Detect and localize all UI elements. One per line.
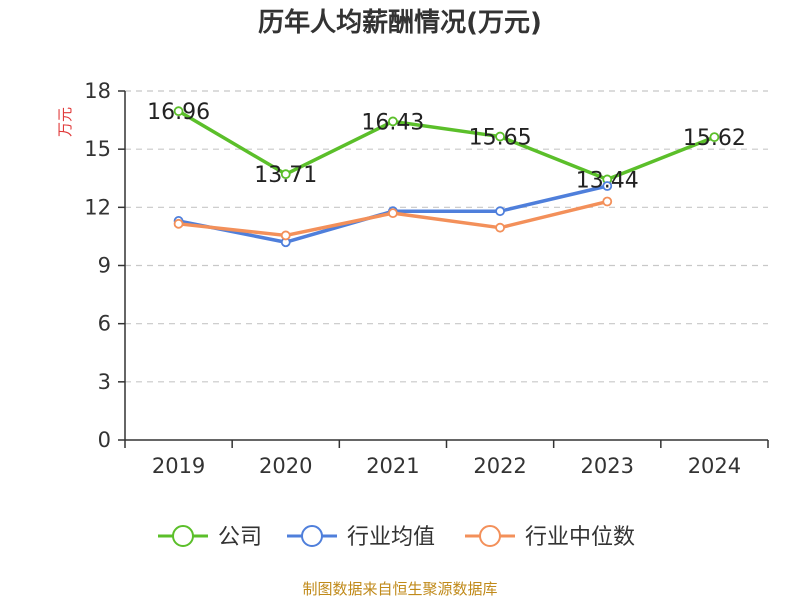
data-labels: 16.96 13.71 16.43 15.65 13.44 15.62	[147, 100, 746, 193]
data-point	[388, 116, 398, 127]
data-point	[495, 206, 505, 217]
data-point	[280, 230, 291, 241]
legend-label: 公司	[218, 525, 262, 550]
data-label: 13.71	[254, 163, 317, 188]
data-point	[388, 208, 398, 219]
data-point	[173, 218, 184, 229]
data-label: 15.65	[469, 126, 532, 151]
data-point	[709, 132, 720, 143]
y-tick-label: 12	[84, 195, 111, 219]
chart-title: 历年人均薪酬情况(万元)	[258, 7, 542, 38]
data-label: 16.96	[147, 100, 210, 125]
legend-marker	[301, 525, 323, 547]
y-tick-label: 18	[84, 79, 111, 103]
x-tick-label: 2019	[152, 454, 205, 478]
x-tick-label: 2021	[366, 454, 419, 478]
x-tick-label: 2020	[259, 454, 312, 478]
data-label: 13.44	[576, 168, 639, 193]
data-label: 15.62	[683, 126, 746, 151]
data-point	[495, 222, 505, 233]
legend-label: 行业中位数	[525, 525, 635, 550]
x-tick-label: 2022	[473, 454, 526, 478]
legend-label: 行业均值	[347, 525, 435, 550]
legend-item: 公司	[158, 525, 262, 550]
y-tick-label: 3	[98, 370, 111, 394]
legend-item: 行业中位数	[465, 525, 635, 550]
legend-marker	[172, 525, 194, 547]
legend: 公司 行业均值 行业中位数	[158, 525, 635, 550]
series	[173, 106, 720, 248]
data-point	[495, 131, 505, 142]
legend-marker	[479, 525, 501, 547]
source-note: 制图数据来自恒生聚源数据库	[302, 580, 497, 598]
y-tick-label: 15	[84, 137, 111, 161]
data-point	[173, 106, 184, 117]
axes: 0 3 6 9 12 15 18 2019 2020 2021 2022 2023 2024	[84, 79, 769, 478]
x-tick-label: 2024	[688, 454, 741, 478]
y-axis-label: 万元	[56, 107, 74, 137]
y-tick-label: 9	[98, 254, 111, 278]
data-point	[602, 181, 613, 191]
x-tick-label: 2023	[581, 454, 634, 478]
data-point	[280, 169, 291, 180]
grid	[125, 90, 768, 383]
y-tick-label: 0	[98, 428, 111, 452]
series-line-0	[177, 109, 716, 182]
legend-item: 行业均值	[287, 525, 435, 550]
y-tick-label: 6	[98, 312, 111, 336]
data-point	[602, 196, 613, 207]
data-label: 16.43	[361, 110, 424, 135]
